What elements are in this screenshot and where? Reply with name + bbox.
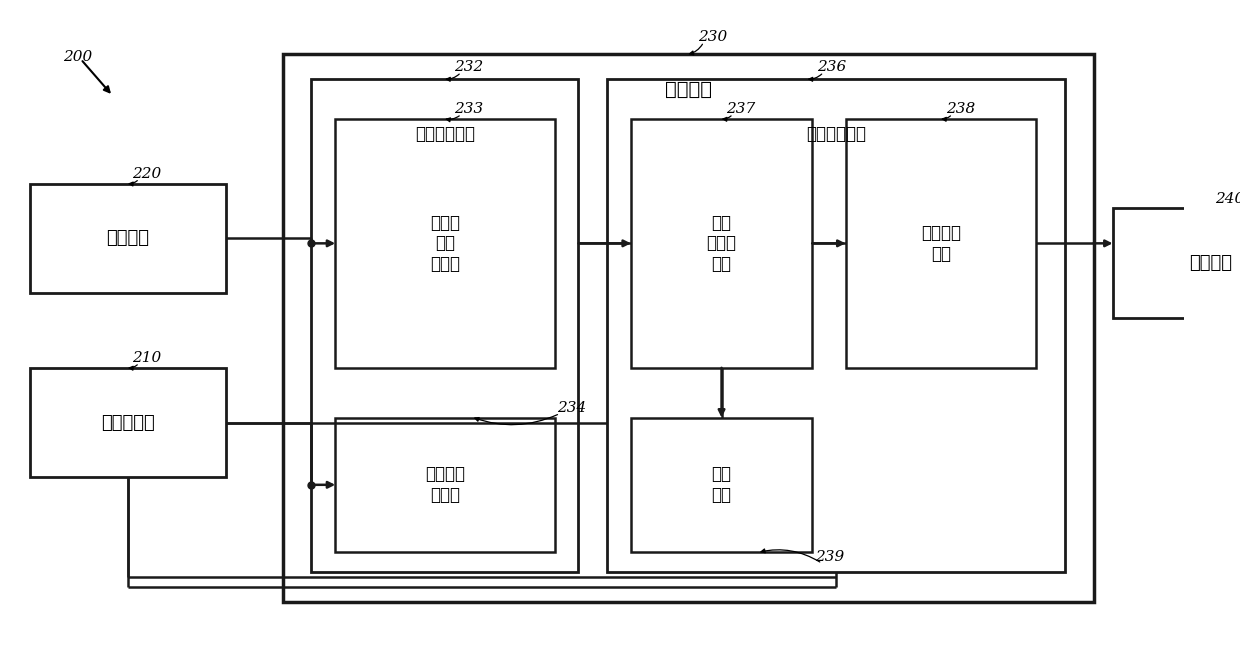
Text: 210: 210 xyxy=(133,351,161,365)
Text: 233: 233 xyxy=(455,102,484,116)
Text: 236: 236 xyxy=(817,60,846,74)
Bar xyxy=(30,183,226,293)
Bar xyxy=(631,417,812,552)
Text: 希氏束
响应
检测器: 希氏束 响应 检测器 xyxy=(430,214,460,273)
Text: 240: 240 xyxy=(1215,192,1240,205)
Text: 237: 237 xyxy=(727,102,755,116)
Text: 230: 230 xyxy=(698,30,727,44)
Text: 控制电路: 控制电路 xyxy=(665,80,712,98)
Text: 定时
电路: 定时 电路 xyxy=(712,465,732,504)
Text: 参数
调整器
电路: 参数 调整器 电路 xyxy=(707,214,737,273)
Text: 200: 200 xyxy=(63,50,93,64)
Bar xyxy=(1112,209,1240,318)
Bar xyxy=(311,79,579,572)
Bar xyxy=(608,79,1065,572)
Bar xyxy=(335,119,554,368)
Bar xyxy=(846,119,1037,368)
Text: 220: 220 xyxy=(133,167,161,181)
Text: 232: 232 xyxy=(455,60,484,74)
Bar xyxy=(283,54,1094,602)
Text: 阈值测试
电路: 阈值测试 电路 xyxy=(921,224,961,262)
Text: 刺激控制电路: 刺激控制电路 xyxy=(806,125,866,143)
Text: 239: 239 xyxy=(815,550,844,564)
Text: 234: 234 xyxy=(558,400,587,415)
Text: 用户接口: 用户接口 xyxy=(1189,254,1231,272)
Bar xyxy=(30,368,226,478)
Text: 捕获验证电路: 捕获验证电路 xyxy=(415,125,475,143)
Bar xyxy=(631,119,812,368)
Text: 心肌响应
检测器: 心肌响应 检测器 xyxy=(425,465,465,504)
Text: 电刺激电路: 电刺激电路 xyxy=(100,413,155,432)
Text: 感测电路: 感测电路 xyxy=(107,229,149,248)
Text: 238: 238 xyxy=(946,102,975,116)
Bar xyxy=(335,417,554,552)
